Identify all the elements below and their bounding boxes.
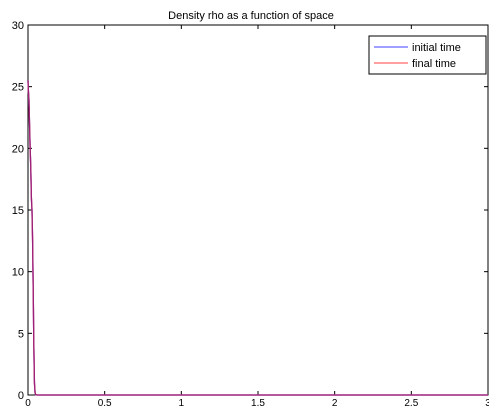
- plot-area: [27, 24, 489, 396]
- y-tick-label: 25: [12, 82, 24, 94]
- legend: initial time final time: [368, 35, 487, 75]
- legend-label: final time: [412, 58, 456, 70]
- series-overlap-line: [27, 80, 488, 396]
- legend-box: [368, 35, 487, 75]
- series-layer: [27, 80, 488, 396]
- x-tick-label: 3: [485, 398, 489, 407]
- y-tick-label: 30: [12, 20, 24, 32]
- chart-title: Density rho as a function of space: [168, 10, 334, 22]
- legend-label: initial time: [412, 42, 461, 54]
- x-tick-label: 2.5: [404, 398, 418, 407]
- x-tick-label: 0: [25, 398, 31, 407]
- y-tick-label: 15: [12, 205, 24, 217]
- x-tick-label: 2: [332, 398, 338, 407]
- y-tick-label: 0: [18, 390, 24, 402]
- x-tick-label: 0.5: [98, 398, 112, 407]
- y-tick-label: 20: [12, 143, 24, 155]
- x-tick-label: 1.5: [251, 398, 265, 407]
- x-tick-label: 1: [179, 398, 185, 407]
- y-tick-label: 5: [18, 328, 24, 340]
- y-tick-label: 10: [12, 267, 24, 279]
- axis-ticks-layer: [27, 24, 489, 396]
